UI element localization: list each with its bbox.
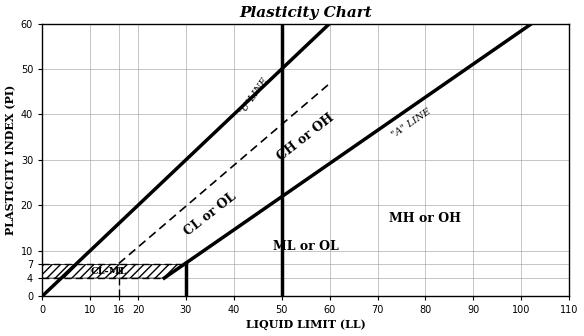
Text: ML or OL: ML or OL (273, 240, 339, 253)
Text: CL-ML: CL-ML (91, 267, 127, 276)
Title: Plasticity Chart: Plasticity Chart (239, 6, 372, 19)
Text: CL or OL: CL or OL (182, 190, 238, 239)
Text: CH or OH: CH or OH (275, 111, 336, 163)
Text: "U"LINE: "U"LINE (237, 76, 269, 117)
X-axis label: LIQUID LIMIT (LL): LIQUID LIMIT (LL) (246, 320, 366, 330)
Text: MH or OH: MH or OH (390, 212, 461, 225)
Text: "A" LINE: "A" LINE (390, 107, 432, 140)
Y-axis label: PLASTICITY INDEX (PI): PLASTICITY INDEX (PI) (6, 85, 16, 235)
